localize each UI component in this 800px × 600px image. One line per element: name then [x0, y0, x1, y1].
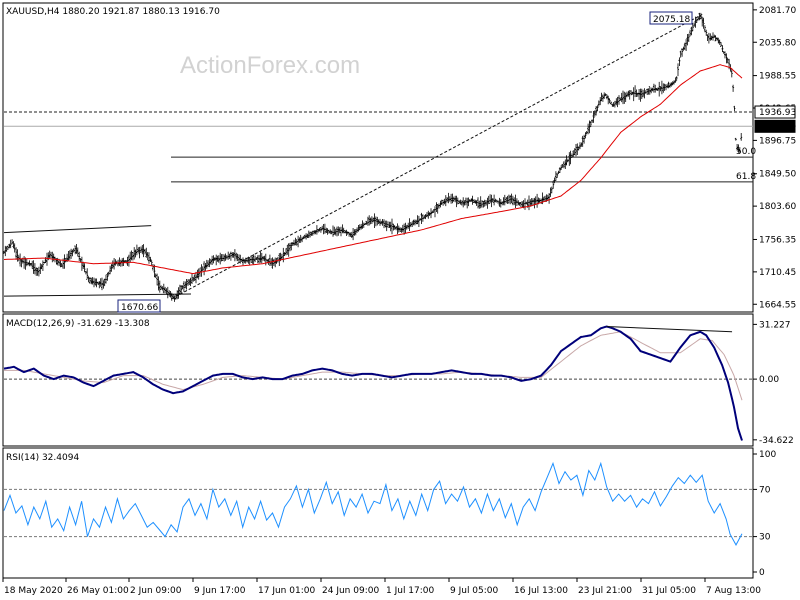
price-axis-label: 1849.50 — [759, 170, 796, 180]
rsi-line — [3, 461, 743, 546]
rsi-pane-frame — [2, 447, 754, 579]
fib-61.8-label: 61.8 — [736, 172, 756, 182]
time-axis-label: 26 May 01:00 — [67, 586, 129, 596]
price-title: XAUUSD,H4 1880.20 1921.87 1880.13 1916.7… — [6, 7, 220, 17]
rsi-pane: 100 70 30 0 — [3, 450, 776, 578]
macd-pane-frame — [2, 313, 754, 447]
time-axis: 18 May 2020 26 May 01:00 2 Jun 09:00 9 Jun … — [2, 578, 761, 596]
time-axis-label: 9 Jun 17:00 — [194, 586, 246, 596]
trendline — [170, 14, 703, 300]
price-axis-label: 1664.55 — [759, 300, 796, 310]
fib-50-label: 50.0 — [736, 147, 756, 157]
macd-pane: 31.227 0.00 -34.622 — [3, 320, 794, 446]
rsi-axis-label: 0 — [759, 568, 765, 578]
high-annotation-box — [649, 11, 693, 25]
price-axis-label: 1710.45 — [759, 268, 796, 278]
price-bars — [3, 12, 743, 302]
macd-axis-label: 0.00 — [759, 375, 779, 385]
time-axis-label: 2 Jun 09:00 — [130, 586, 182, 596]
trendline — [3, 225, 152, 234]
time-axis-label: 17 Jun 01:00 — [258, 586, 315, 596]
price-axis-label: 1756.35 — [759, 235, 796, 245]
price-axis-label: 2081.70 — [759, 6, 796, 16]
time-axis-label: 7 Aug 13:00 — [706, 586, 761, 596]
macd-axis-label: -34.622 — [759, 436, 794, 446]
price-label: 1936.93 — [759, 108, 796, 118]
price-label: 1916.70 — [759, 122, 796, 132]
price-axis-label: 1988.55 — [759, 72, 796, 82]
rsi-title: RSI(14) 32.4094 — [6, 453, 79, 463]
low-annotation-box — [117, 299, 161, 313]
macd-signal-line — [4, 331, 743, 401]
price-axis-label: 2035.80 — [759, 38, 796, 48]
price-label-box — [754, 119, 796, 133]
time-axis-label: 23 Jul 21:00 — [578, 586, 632, 596]
rsi-axis-label: 100 — [759, 450, 776, 460]
moving-average-line — [3, 64, 743, 275]
rsi-axis-label: 30 — [759, 533, 771, 543]
macd-line — [3, 325, 743, 441]
time-axis-label: 31 Jul 05:00 — [642, 586, 696, 596]
macd-divergence-line — [606, 326, 733, 333]
time-axis-label: 16 Jul 13:00 — [514, 586, 568, 596]
time-axis-label: 1 Jul 17:00 — [386, 586, 435, 596]
price-axis-label: 1803.60 — [759, 202, 796, 212]
macd-title: MACD(12,26,9) -31.629 -13.308 — [6, 319, 150, 329]
rsi-axis-label: 70 — [759, 485, 771, 495]
time-axis-label: 9 Jul 05:00 — [450, 586, 499, 596]
price-pane: 2081.702035.801988.551942.651896.751849.… — [3, 6, 796, 313]
price-label-box — [754, 105, 796, 119]
watermark: ActionForex.com — [180, 52, 360, 79]
low-annotation: 1670.66 — [121, 303, 158, 313]
time-axis-label: 18 May 2020 — [4, 586, 63, 596]
trendline — [3, 293, 191, 297]
high-annotation: 2075.18 — [653, 15, 690, 25]
price-axis-label: 1896.75 — [759, 136, 796, 146]
macd-axis-label: 31.227 — [759, 320, 791, 330]
time-axis-label: 24 Jun 09:00 — [322, 586, 379, 596]
